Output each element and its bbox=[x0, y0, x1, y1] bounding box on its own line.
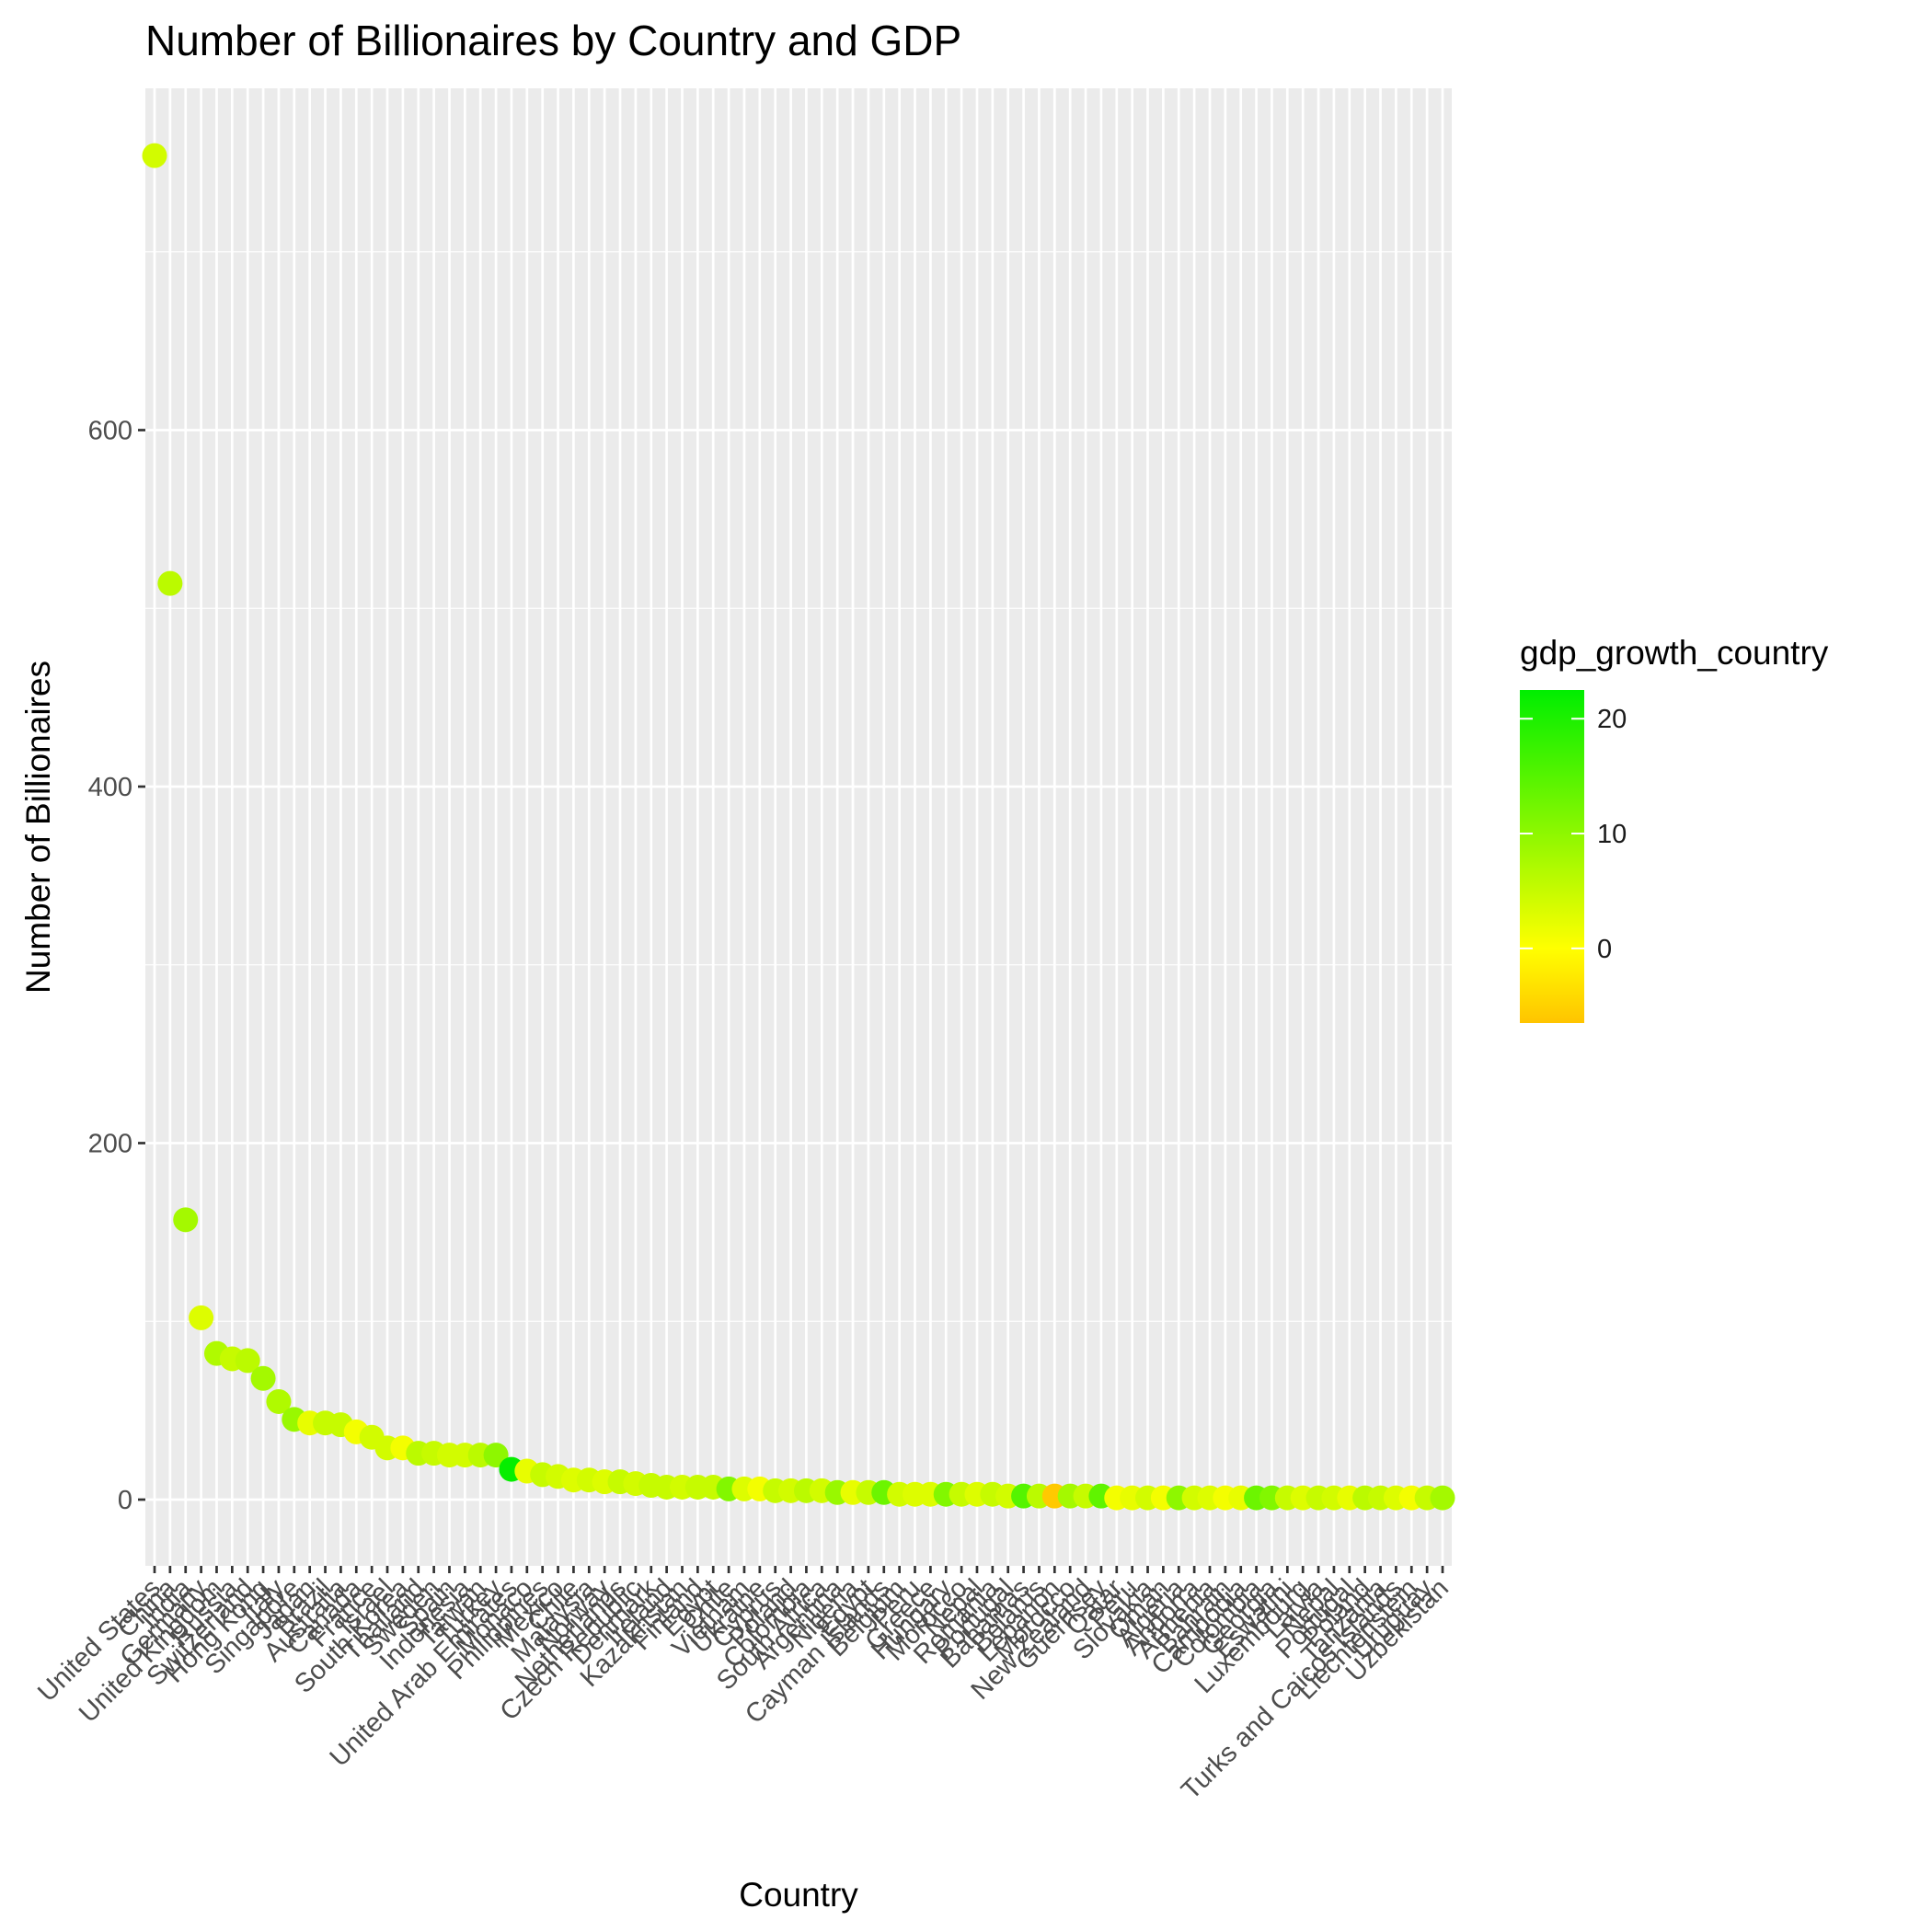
data-point bbox=[250, 1365, 276, 1391]
major-gridlines bbox=[145, 88, 1452, 1566]
legend-title: gdp_growth_country bbox=[1520, 634, 1829, 672]
legend: gdp_growth_country 0 10 20 bbox=[1520, 634, 1829, 1023]
data-point bbox=[266, 1388, 292, 1414]
y-tick-label: 400 bbox=[88, 773, 132, 802]
data-point bbox=[1430, 1485, 1455, 1511]
data-point bbox=[235, 1348, 260, 1374]
y-axis: 0 200 400 600 bbox=[88, 417, 145, 1515]
plot-panel bbox=[145, 88, 1452, 1566]
data-point bbox=[189, 1305, 214, 1330]
data-points bbox=[142, 143, 1455, 1511]
y-tick-label: 600 bbox=[88, 417, 132, 446]
minor-gridlines bbox=[145, 251, 1452, 1322]
data-point bbox=[157, 570, 183, 596]
y-axis-title: Number of Billionaires bbox=[19, 661, 57, 994]
legend-colorbar bbox=[1520, 690, 1584, 1023]
data-point bbox=[173, 1207, 199, 1233]
chart-title: Number of Billionaires by Country and GD… bbox=[145, 17, 961, 64]
legend-tick-label: 0 bbox=[1597, 935, 1612, 964]
y-tick-label: 200 bbox=[88, 1130, 132, 1159]
data-point bbox=[142, 143, 167, 168]
y-tick-label: 0 bbox=[118, 1486, 132, 1515]
legend-tick-label: 10 bbox=[1597, 820, 1627, 849]
legend-ticks: 0 10 20 bbox=[1520, 705, 1627, 964]
legend-tick-label: 20 bbox=[1597, 705, 1627, 734]
x-axis-title: Country bbox=[739, 1876, 858, 1914]
